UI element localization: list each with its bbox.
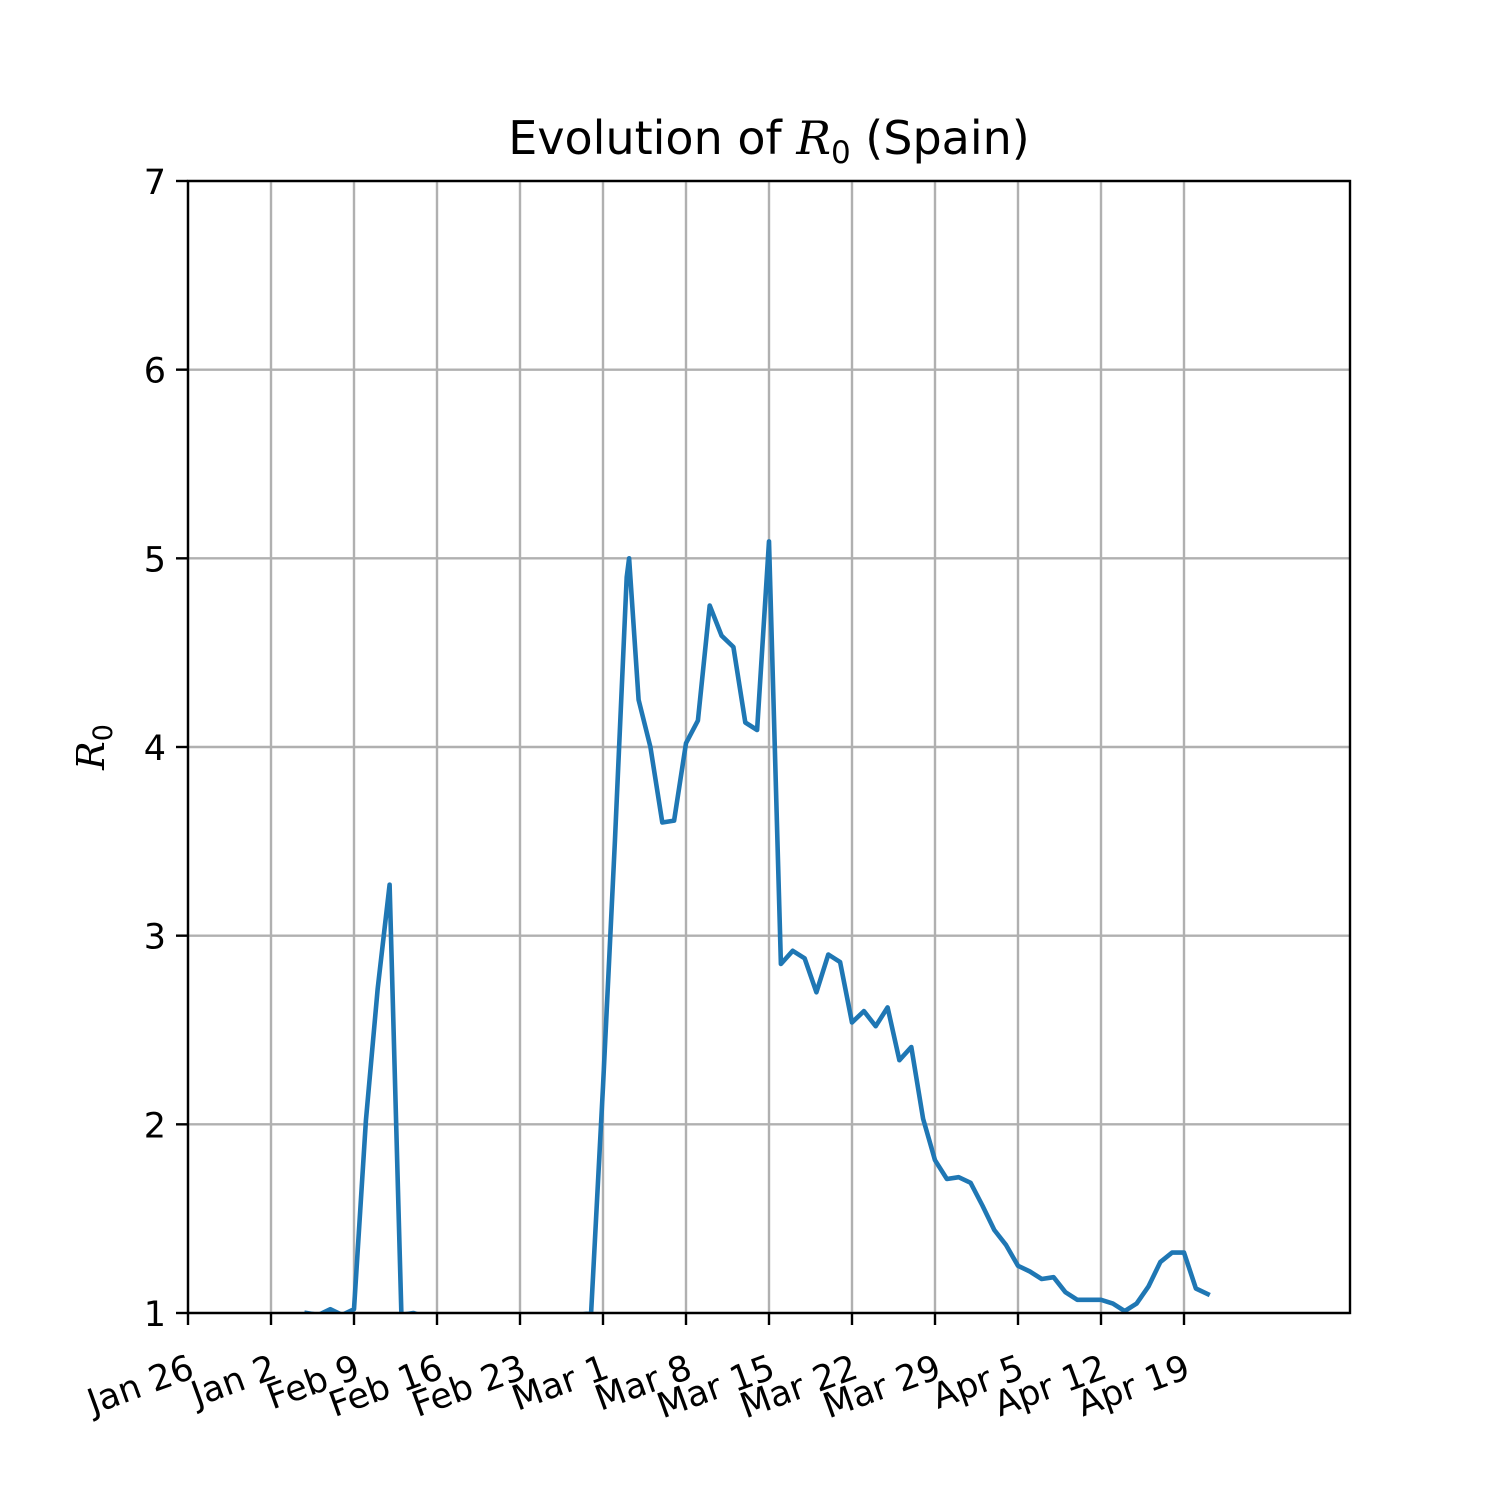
- chart-title: Evolution of R0 (Spain): [508, 111, 1029, 171]
- y-tick-label: 3: [144, 918, 166, 958]
- series-line-0: [304, 539, 1211, 1313]
- series-layer: [304, 539, 1211, 1313]
- y-tick-label: 4: [144, 729, 166, 769]
- svg-text:R0: R0: [69, 724, 119, 771]
- chart-title-suffix: (Spain): [851, 111, 1030, 165]
- y-tick-label: 7: [144, 163, 166, 203]
- y-tick-label: 5: [144, 540, 166, 580]
- y-axis-label: R0: [69, 724, 119, 771]
- y-tick-label: 1: [144, 1295, 166, 1335]
- y-tick-label: 2: [144, 1106, 166, 1146]
- y-tick-label: 6: [144, 352, 166, 392]
- x-tick-label: Jan 26: [81, 1348, 200, 1424]
- y-axis-label-subscript: 0: [88, 724, 119, 741]
- chart-title-symbol: R: [795, 111, 831, 165]
- chart-title-prefix: Evolution of: [508, 111, 796, 165]
- y-axis-label-symbol: R: [69, 741, 113, 771]
- chart-title-subscript: 0: [831, 135, 851, 171]
